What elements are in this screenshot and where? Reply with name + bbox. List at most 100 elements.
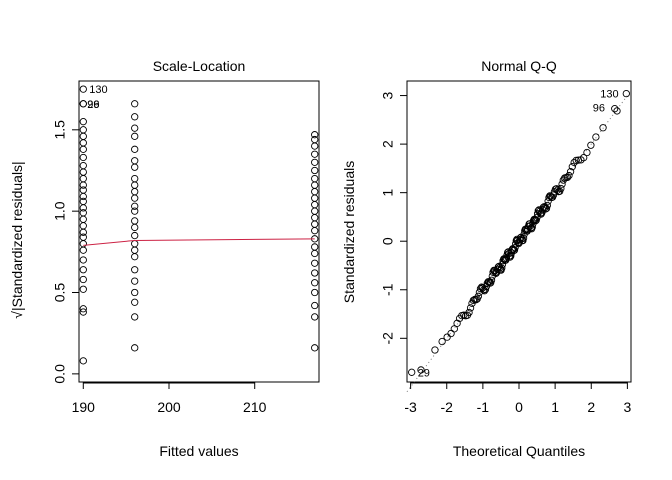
data-point bbox=[474, 292, 482, 300]
data-point bbox=[311, 214, 319, 222]
data-point bbox=[131, 277, 139, 285]
data-point bbox=[79, 186, 87, 194]
data-point bbox=[131, 157, 139, 165]
data-point bbox=[498, 264, 506, 272]
data-point bbox=[587, 141, 595, 149]
data-point bbox=[79, 275, 87, 284]
data-point bbox=[447, 329, 455, 338]
data-point bbox=[311, 158, 319, 167]
data-point bbox=[311, 313, 319, 321]
x-axis: -3 -2 -1 0 1 2 3 bbox=[404, 382, 631, 415]
data-point bbox=[583, 148, 591, 157]
data-point bbox=[443, 333, 451, 341]
data-point bbox=[131, 288, 139, 297]
y-tick-label: 3 bbox=[380, 91, 396, 99]
data-point bbox=[131, 344, 139, 352]
data-point bbox=[131, 174, 139, 183]
data-point bbox=[311, 166, 319, 175]
data-point bbox=[131, 223, 139, 232]
y-axis-label: Standardized residuals bbox=[341, 161, 357, 303]
plot-title: Normal Q-Q bbox=[481, 58, 557, 74]
data-point bbox=[79, 233, 87, 241]
data-point bbox=[79, 181, 87, 189]
data-point bbox=[79, 204, 87, 212]
x-tick-label: -3 bbox=[404, 399, 417, 415]
reference-line bbox=[406, 90, 632, 393]
y-axis: -2 -1 0 1 2 3 bbox=[380, 91, 408, 345]
point-labels: 130 96 29 bbox=[418, 89, 619, 380]
plot-frame bbox=[78, 80, 320, 383]
y-tick-label: 0.0 bbox=[52, 364, 68, 384]
data-point bbox=[311, 181, 319, 189]
data-point bbox=[533, 210, 542, 218]
data-point bbox=[480, 287, 489, 295]
data-point bbox=[131, 313, 139, 321]
data-point bbox=[79, 256, 87, 264]
data-point bbox=[565, 171, 573, 180]
data-point bbox=[131, 181, 139, 189]
x-tick-label: 3 bbox=[623, 399, 631, 415]
data-point bbox=[79, 228, 87, 236]
data-point bbox=[438, 337, 446, 346]
data-point bbox=[417, 366, 425, 374]
plot-frame bbox=[406, 80, 632, 383]
smoother-line bbox=[83, 238, 315, 246]
data-point bbox=[131, 187, 139, 196]
highlighted-point bbox=[622, 89, 630, 98]
highlighted-point bbox=[611, 105, 619, 113]
data-point bbox=[431, 346, 439, 354]
data-point bbox=[311, 288, 319, 297]
data-point bbox=[311, 227, 319, 235]
x-tick-label: -1 bbox=[477, 399, 490, 415]
data-point bbox=[79, 161, 87, 170]
data-point bbox=[311, 131, 319, 139]
data-point bbox=[131, 163, 139, 171]
data-point bbox=[568, 163, 576, 171]
point-label: 29 bbox=[418, 367, 430, 379]
y-tick-label: 0 bbox=[380, 237, 396, 245]
data-point bbox=[79, 192, 87, 201]
data-point bbox=[131, 246, 139, 254]
data-point bbox=[131, 231, 139, 240]
data-point bbox=[566, 168, 575, 176]
data-point bbox=[537, 210, 545, 218]
point-label: 130 bbox=[600, 89, 618, 101]
x-tick-label: 2 bbox=[587, 399, 595, 415]
x-axis-label: Theoretical Quantiles bbox=[453, 443, 585, 459]
y-axis: 0.0 0.5 1.0 1.5 bbox=[52, 120, 80, 384]
data-point bbox=[311, 279, 319, 287]
data-point bbox=[79, 139, 87, 147]
x-tick-label: 1 bbox=[551, 399, 559, 415]
data-point bbox=[531, 217, 540, 225]
data-point bbox=[131, 266, 139, 274]
x-tick-label: 210 bbox=[243, 399, 267, 415]
x-tick-label: 190 bbox=[72, 399, 96, 415]
data-point bbox=[79, 85, 87, 93]
data-point bbox=[466, 304, 475, 312]
data-point bbox=[311, 243, 319, 251]
data-point bbox=[131, 207, 139, 215]
data-point bbox=[311, 220, 319, 228]
data-point bbox=[131, 298, 139, 306]
data-point bbox=[311, 269, 319, 277]
data-point bbox=[563, 173, 572, 182]
y-tick-label: 2 bbox=[380, 140, 396, 148]
qq-reference-line bbox=[406, 90, 632, 393]
scale-location-panel: Scale-Location Fitted values √|Standardi… bbox=[9, 58, 320, 459]
data-point bbox=[580, 153, 588, 162]
data-point bbox=[543, 201, 551, 210]
data-point bbox=[131, 217, 139, 225]
data-point bbox=[545, 193, 553, 202]
data-point bbox=[572, 156, 580, 165]
data-point bbox=[131, 194, 139, 202]
data-point bbox=[79, 305, 87, 313]
y-axis-label: √|Standardized residuals| bbox=[9, 161, 25, 318]
data-point bbox=[536, 209, 545, 218]
y-tick-label: 1 bbox=[380, 189, 396, 197]
data-point bbox=[79, 246, 87, 254]
data-point bbox=[79, 222, 87, 230]
y-tick-label: 0.5 bbox=[52, 283, 68, 303]
data-point bbox=[311, 207, 319, 215]
data-point bbox=[542, 204, 551, 213]
